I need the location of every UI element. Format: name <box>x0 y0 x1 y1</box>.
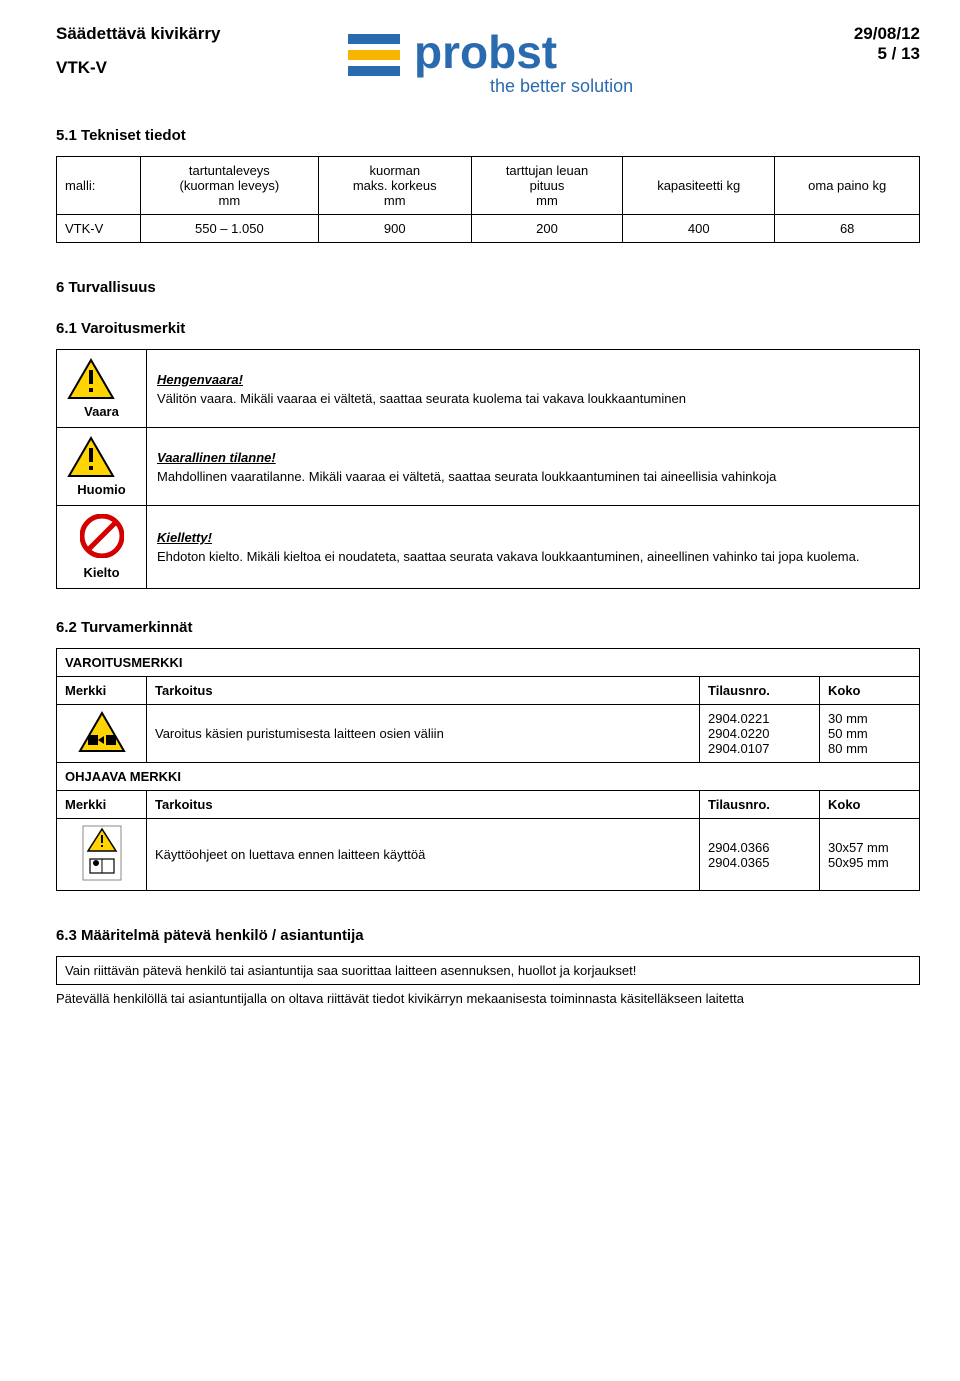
section-6-2-heading: 6.2 Turvamerkinnät <box>56 619 920 636</box>
cell-cap: 400 <box>623 215 775 243</box>
huomio-cell: Huomio <box>57 428 147 506</box>
manual-sign-cell <box>57 819 147 891</box>
group-mandatory-label: OHJAAVA MERKKI <box>57 763 920 791</box>
pinch-purpose: Varoitus käsien puristumisesta laitteen … <box>147 705 700 763</box>
document-page: Säädettävä kivikärry VTK-V probst the be… <box>0 0 960 1046</box>
cell-model: VTK-V <box>57 215 141 243</box>
manual-size: 30x57 mm 50x95 mm <box>820 819 920 891</box>
col-height: kuorman maks. korkeus mm <box>318 157 471 215</box>
header-left: Säädettävä kivikärry VTK-V <box>56 24 296 78</box>
warning-triangle-icon <box>67 358 136 400</box>
cell-grip: 550 – 1.050 <box>141 215 319 243</box>
table-row: OHJAAVA MERKKI <box>57 763 920 791</box>
competent-person-note: Pätevällä henkilöllä tai asiantuntijalla… <box>56 991 920 1006</box>
cell-own: 68 <box>775 215 920 243</box>
col-tilausnro-2: Tilausnro. <box>700 791 820 819</box>
col-koko: Koko <box>820 677 920 705</box>
pinch-order: 2904.0221 2904.0220 2904.0107 <box>700 705 820 763</box>
col-tilausnro: Tilausnro. <box>700 677 820 705</box>
table-row: Varoitus käsien puristumisesta laitteen … <box>57 705 920 763</box>
header-pagenum: 5 / 13 <box>780 44 920 64</box>
cell-height: 900 <box>318 215 471 243</box>
svg-text:probst: probst <box>414 26 557 78</box>
table-row: Huomio Vaarallinen tilanne! Mahdollinen … <box>57 428 920 506</box>
table-row: malli: tartuntaleveys (kuorman leveys) m… <box>57 157 920 215</box>
table-row: Vaara Hengenvaara! Välitön vaara. Mikäli… <box>57 350 920 428</box>
kielto-head: Kielletty! <box>157 530 909 545</box>
cell-jaw: 200 <box>471 215 622 243</box>
huomio-head: Vaarallinen tilanne! <box>157 450 909 465</box>
manual-order: 2904.0366 2904.0365 <box>700 819 820 891</box>
probst-logo-icon: probst the better solution <box>348 24 728 99</box>
col-tarkoitus: Tarkoitus <box>147 677 700 705</box>
table-row: VAROITUSMERKKI <box>57 649 920 677</box>
header-right: 29/08/12 5 / 13 <box>780 24 920 64</box>
col-merkki-2: Merkki <box>57 791 147 819</box>
warning-signs-table: Vaara Hengenvaara! Välitön vaara. Mikäli… <box>56 349 920 589</box>
doc-model: VTK-V <box>56 58 296 78</box>
competent-person-box: Vain riittävän pätevä henkilö tai asiant… <box>56 956 920 985</box>
pinch-sign-cell <box>57 705 147 763</box>
table-row: Merkki Tarkoitus Tilausnro. Koko <box>57 791 920 819</box>
svg-text:the better solution: the better solution <box>490 76 633 96</box>
col-model: malli: <box>57 157 141 215</box>
kielto-cell: Kielto <box>57 506 147 589</box>
pinch-hazard-icon <box>78 711 126 753</box>
technical-data-table: malli: tartuntaleveys (kuorman leveys) m… <box>56 156 920 243</box>
kielto-body: Ehdoton kielto. Mikäli kieltoa ei noudat… <box>157 549 909 564</box>
table-row: VTK-V 550 – 1.050 900 200 400 68 <box>57 215 920 243</box>
doc-title: Säädettävä kivikärry <box>56 24 296 44</box>
vaara-head: Hengenvaara! <box>157 372 909 387</box>
col-ownweight: oma paino kg <box>775 157 920 215</box>
header-logo: probst the better solution <box>296 24 780 99</box>
manual-purpose: Käyttöohjeet on luettava ennen laitteen … <box>147 819 700 891</box>
kielto-text: Kielletty! Ehdoton kielto. Mikäli kielto… <box>147 506 920 589</box>
page-header: Säädettävä kivikärry VTK-V probst the be… <box>56 24 920 99</box>
col-grip: tartuntaleveys (kuorman leveys) mm <box>141 157 319 215</box>
section-6-heading: 6 Turvallisuus <box>56 279 920 296</box>
section-6-3-heading: 6.3 Määritelmä pätevä henkilö / asiantun… <box>56 927 920 944</box>
kielto-label: Kielto <box>83 565 119 580</box>
col-capacity: kapasiteetti kg <box>623 157 775 215</box>
vaara-body: Välitön vaara. Mikäli vaaraa ei vältetä,… <box>157 391 909 406</box>
safety-markings-table: VAROITUSMERKKI Merkki Tarkoitus Tilausnr… <box>56 648 920 891</box>
vaara-cell: Vaara <box>57 350 147 428</box>
table-row: Käyttöohjeet on luettava ennen laitteen … <box>57 819 920 891</box>
col-tarkoitus-2: Tarkoitus <box>147 791 700 819</box>
huomio-body: Mahdollinen vaaratilanne. Mikäli vaaraa … <box>157 469 909 484</box>
section-5-1-heading: 5.1 Tekniset tiedot <box>56 127 920 144</box>
pinch-size: 30 mm 50 mm 80 mm <box>820 705 920 763</box>
prohibition-icon <box>67 514 136 561</box>
col-koko-2: Koko <box>820 791 920 819</box>
header-date: 29/08/12 <box>780 24 920 44</box>
vaara-text: Hengenvaara! Välitön vaara. Mikäli vaara… <box>147 350 920 428</box>
group-warning-label: VAROITUSMERKKI <box>57 649 920 677</box>
warning-triangle-icon <box>67 436 136 478</box>
read-manual-icon <box>82 825 122 881</box>
col-merkki: Merkki <box>57 677 147 705</box>
section-6-1-heading: 6.1 Varoitusmerkit <box>56 320 920 337</box>
vaara-label: Vaara <box>84 404 119 419</box>
huomio-text: Vaarallinen tilanne! Mahdollinen vaarati… <box>147 428 920 506</box>
table-row: Kielto Kielletty! Ehdoton kielto. Mikäli… <box>57 506 920 589</box>
huomio-label: Huomio <box>77 482 125 497</box>
table-row: Merkki Tarkoitus Tilausnro. Koko <box>57 677 920 705</box>
col-jaw: tarttujan leuan pituus mm <box>471 157 622 215</box>
